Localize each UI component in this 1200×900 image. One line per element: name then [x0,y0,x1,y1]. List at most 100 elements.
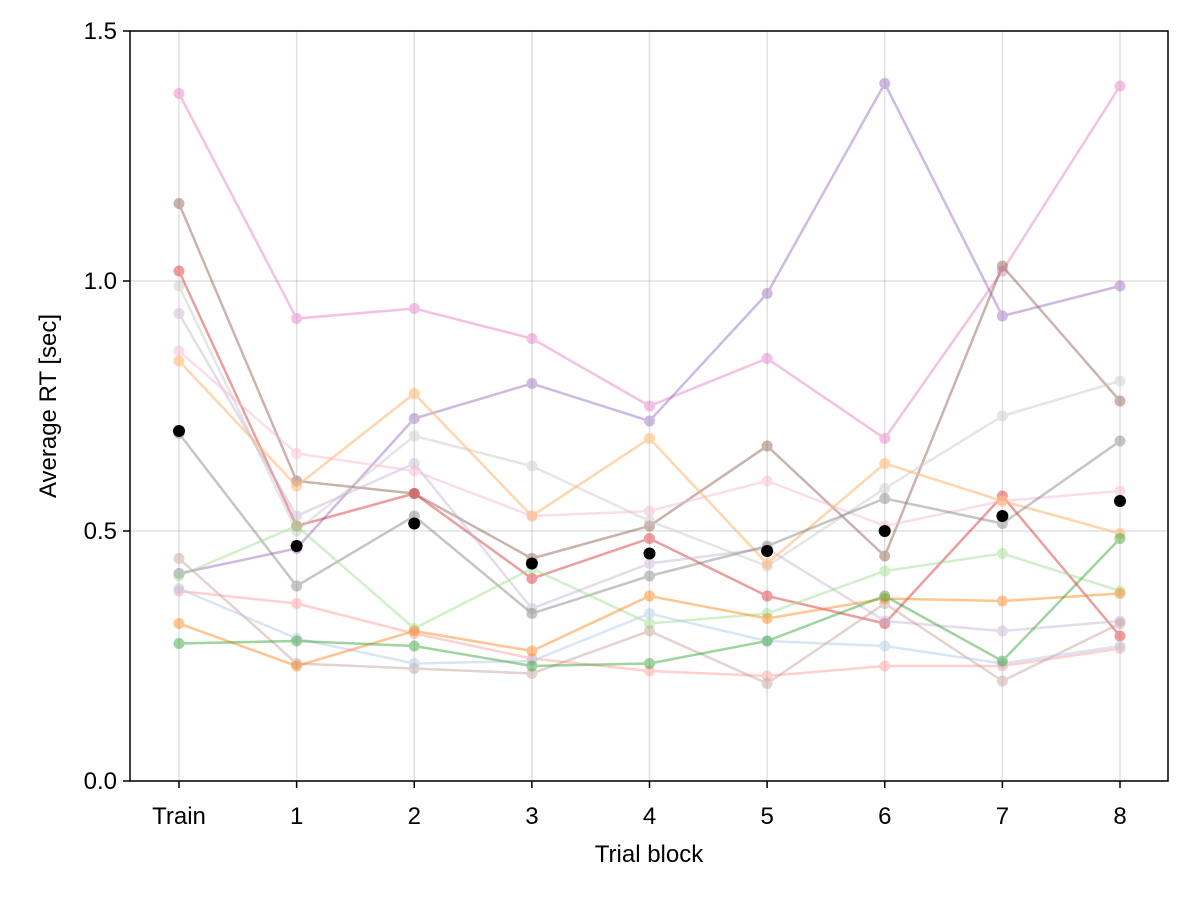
mean-point [290,540,303,552]
series-point [644,433,655,444]
series-point [408,625,420,637]
series-point [879,590,891,602]
series-point [644,590,655,602]
series-point [526,653,538,664]
series-line [178,592,1121,668]
series-point [173,198,185,209]
series-point [291,520,303,532]
series-point [291,525,303,537]
mean-point [408,517,421,530]
series-point [879,598,891,609]
x-tick-label: 4 [643,803,656,830]
x-tick-label: 5 [760,803,773,830]
series-point [526,645,538,657]
series-point [644,608,655,619]
x-axis-ticks: Train 1 2 3 4 5 6 7 8 [152,781,1127,830]
series-11 [173,585,1126,682]
series-point [996,660,1008,672]
series-point [644,658,655,669]
series-5 [173,280,1126,572]
series-point [173,568,185,579]
series-point [1114,375,1126,387]
series-line [178,557,1121,685]
series-point [408,430,420,442]
series-point [761,678,773,689]
mean-point [1114,495,1126,507]
y-tick-label: 1.0 [84,268,117,295]
series-point [408,458,420,469]
series-point [526,460,538,472]
x-axis-title: Trial block [595,841,704,868]
series-point [879,615,891,627]
series-point [408,658,420,669]
series-point [1114,80,1126,92]
x-tick-label: 2 [408,803,421,830]
series-point [1114,528,1126,539]
series-point [291,633,303,644]
series-point [761,558,773,569]
y-axis-title: Average RT [sec] [35,314,62,498]
series-point [408,413,420,424]
x-tick-label: 6 [878,803,891,830]
series-point [996,265,1008,277]
series-point [526,573,538,584]
mean-point [996,510,1009,522]
series-point [644,625,655,637]
series-point [644,400,655,412]
series-point [879,565,891,577]
series-line [177,270,1121,637]
series-point [408,488,420,499]
series-point [408,488,420,499]
series-1 [173,80,1126,444]
series-point [761,613,773,624]
series-line [177,203,1121,560]
series-point [996,495,1008,507]
series-point [996,655,1008,667]
series-point [408,628,420,639]
series-point [761,608,773,619]
series-point [879,483,891,494]
series-point [173,265,185,277]
mean-point [525,557,538,570]
y-tick-label: 0.0 [84,768,117,795]
mean-point [878,525,891,537]
series-15 [173,533,1126,672]
series-point [173,618,185,629]
series-point [173,345,185,357]
series-point [996,260,1008,272]
series-point [408,623,420,634]
series-point [526,603,538,614]
series-8 [173,355,1126,569]
series-point [879,458,891,469]
series-line [178,589,1121,678]
series-point [408,388,420,399]
series-3 [173,198,1126,564]
series-point [526,668,538,679]
series-point [879,660,891,672]
series-point [291,598,303,609]
series-point [173,583,185,594]
series-point [879,433,891,444]
series-point [644,505,655,517]
series-line [178,537,1121,668]
series-point [879,593,891,604]
x-tick-label: 8 [1113,803,1126,830]
series-point [1114,280,1126,292]
series-point [291,520,303,532]
series-line [178,80,1121,575]
series-point [1114,643,1126,654]
series-point [173,280,185,292]
series-point [173,638,185,649]
series-point [526,333,538,344]
x-tick-label: 7 [996,803,1009,830]
series-point [879,550,891,562]
series-point [173,308,185,319]
mean-series [173,425,1126,570]
series-line [177,285,1121,568]
series-point [996,675,1008,687]
series-point [408,640,420,652]
series-point [526,655,538,667]
series-point [996,310,1008,322]
